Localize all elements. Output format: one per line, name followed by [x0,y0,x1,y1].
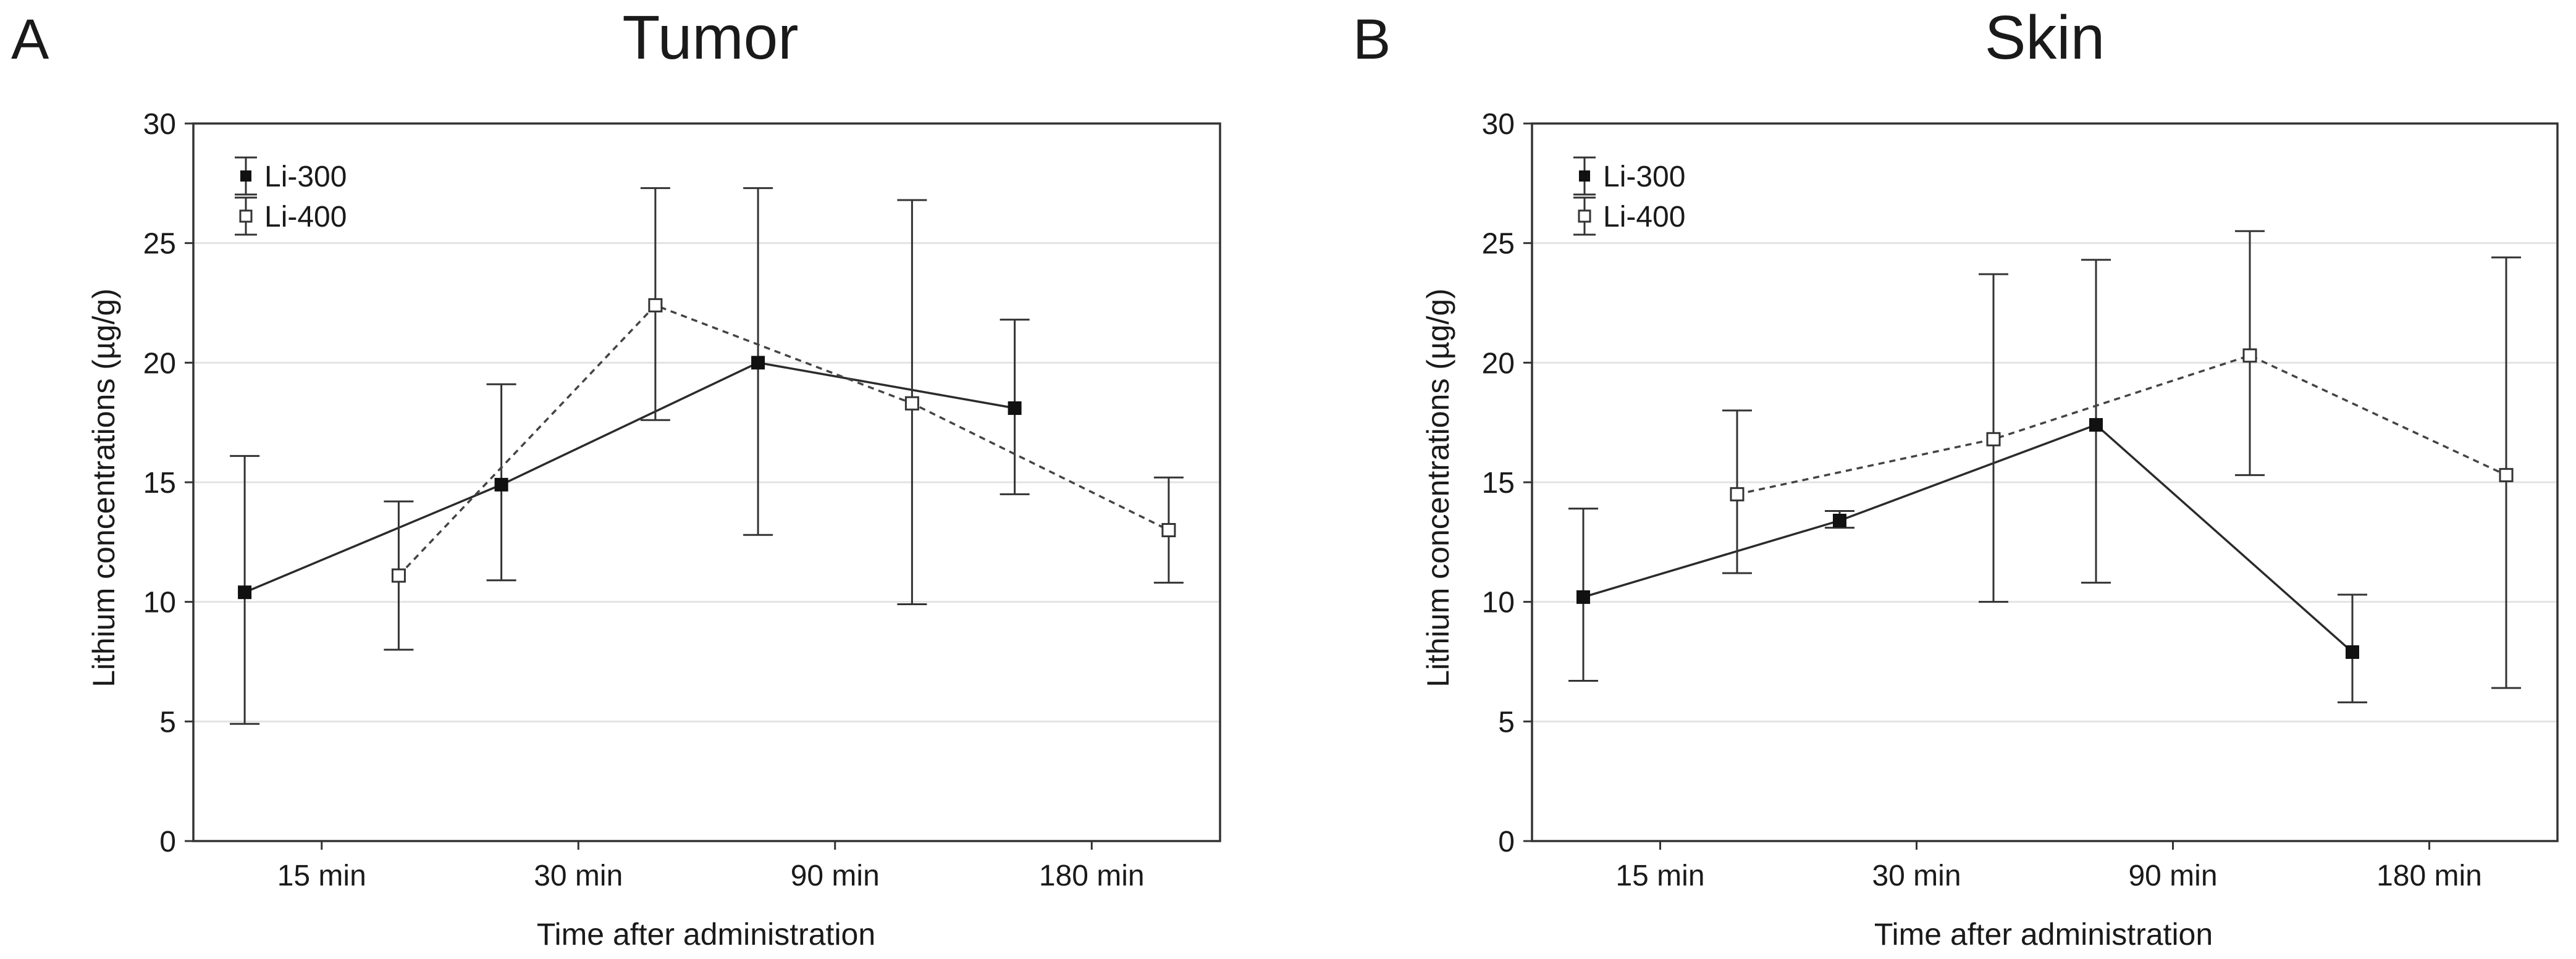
panel-a-title: Tumor [622,3,798,72]
panel-b-y-tick-label: 0 [1498,826,1515,858]
panel-b-li-300-point [2089,418,2103,432]
panel-a-y-tick-label: 10 [143,587,176,619]
panel-b-y-tick-label: 20 [1482,347,1515,380]
panel-b-li-400-point [2499,467,2514,482]
panel-b-li-300-point [1833,513,1846,527]
panel-a-li-300-point [238,585,252,600]
panel-a-li-400-point [904,396,919,411]
panel-a-li-300-point [1008,401,1022,415]
panel-a-li-300-line [244,361,1015,593]
panel-b-li-400-point [1986,432,2001,446]
panel-b-y-tick-label: 15 [1482,467,1515,500]
panel-b-legend-li-300-label: Li-300 [1603,161,1685,193]
panel-b-letter: B [1353,8,1391,71]
panel-b: B Skin Time after administration Lithium… [1353,3,2559,952]
panel-b-x-tick-label: 30 min [1872,860,1961,892]
panel-b-legend-li-400-label: Li-400 [1603,201,1685,233]
panel-a-legend-li-300-label: Li-300 [264,161,347,193]
panel-b-x-tick-label: 180 min [2376,860,2482,892]
panel-a-plot-frame [192,122,1221,842]
panel-a-li-400-point [391,568,406,583]
panel-a-letter: A [11,8,49,71]
panel-b-legend-li-300-marker [1579,170,1590,182]
panel-b-li-400-point [2242,348,2257,363]
panel-a-y-tick-label: 20 [143,347,176,380]
panel-b-li-300-point [2346,645,2359,660]
panel-b-y-tick-label: 30 [1482,108,1515,141]
panel-b-y-axis-label: Lithium concentrations (µg/g) [1421,288,1455,687]
panel-b-x-tick-label: 15 min [1615,860,1704,892]
panel-b-plot-frame [1531,122,2559,842]
panel-b-y-tick-label: 5 [1498,706,1515,739]
panel-a-li-400-point [648,298,663,312]
panel-a-li-300-point [494,477,508,492]
panel-b-y-tick-label: 25 [1482,228,1515,261]
panel-a-y-tick-label: 25 [143,228,176,261]
panel-a-y-tick-label: 5 [159,706,176,739]
panel-a-legend-li-400-marker [239,209,253,223]
panel-a-y-tick-label: 15 [143,467,176,500]
panel-b-y-tick-label: 10 [1482,587,1515,619]
panel-b-li-300-point [1576,590,1590,604]
panel-b-title: Skin [1985,3,2105,72]
panel-a-li-400-line [398,304,1169,577]
panel-b-li-300-line [1583,423,2354,653]
panel-b-li-400-point [1730,487,1745,501]
panel-b-x-tick-label: 90 min [2128,860,2217,892]
panel-a-li-300-point [751,356,765,370]
panel-a-li-400-point [1161,522,1176,537]
panel-a-y-tick-label: 30 [143,108,176,141]
panel-a-x-tick-label: 30 min [534,860,623,892]
panel-a-legend-li-300-marker [240,170,251,182]
panel-b-legend-li-400-marker [1578,209,1591,223]
panel-a-y-axis-label: Lithium concentrations (µg/g) [86,288,121,687]
panel-b-x-axis-label: Time after administration [1874,917,2213,952]
panel-a-x-tick-label: 90 min [791,860,880,892]
panel-a-x-tick-label: 180 min [1039,860,1145,892]
panel-a-x-axis-label: Time after administration [537,917,875,952]
panel-b-li-400-line [1736,354,2507,496]
panel-a-y-tick-label: 0 [159,826,176,858]
panel-a-x-tick-label: 15 min [277,860,366,892]
panel-a: A Tumor Time after administration Lithiu… [11,3,1221,952]
panel-a-legend-li-400-label: Li-400 [264,201,347,233]
